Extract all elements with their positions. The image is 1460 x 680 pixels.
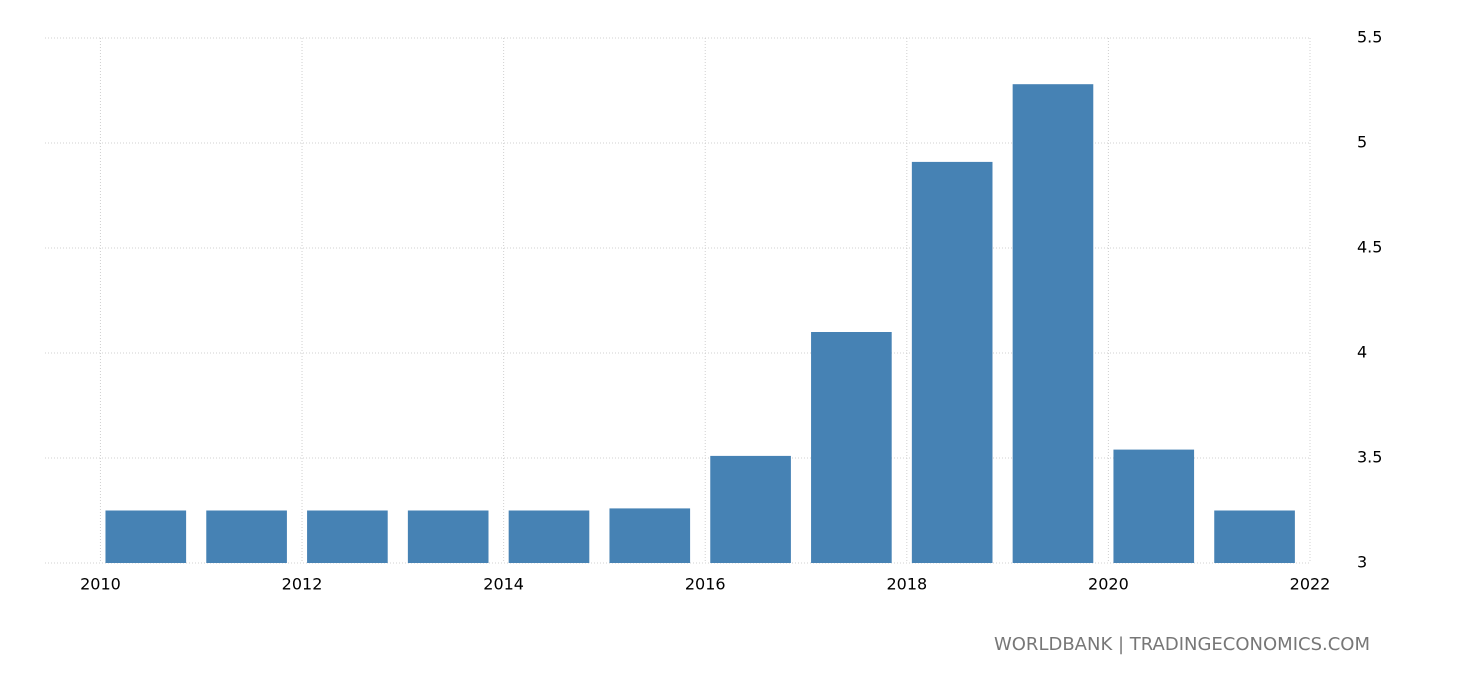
y-tick-label: 5 [1357,133,1367,152]
x-tick-label: 2022 [1290,575,1331,594]
x-tick-label: 2010 [80,575,121,594]
bar [206,510,287,563]
bar [1214,510,1295,563]
y-tick-label: 4.5 [1357,238,1382,257]
y-tick-label: 3 [1357,553,1367,572]
bar [710,455,791,563]
x-tick-label: 2020 [1088,575,1129,594]
bar [1012,84,1094,563]
y-tick-label: 4 [1357,343,1367,362]
bar [407,510,489,563]
y-tick-label: 3.5 [1357,448,1382,467]
x-tick-label: 2014 [483,575,524,594]
y-tick-label: 5.5 [1357,28,1382,47]
bar [609,508,691,563]
x-tick-label: 2018 [886,575,927,594]
bar [105,510,187,563]
x-tick-label: 2012 [282,575,323,594]
bar [911,161,993,563]
bar [1113,449,1195,563]
x-tick-label: 2016 [685,575,726,594]
bar [508,510,590,563]
bar [307,510,388,563]
source: WORLDBANK | TRADINGECONOMICS.COM [994,634,1370,655]
bar [811,332,892,563]
